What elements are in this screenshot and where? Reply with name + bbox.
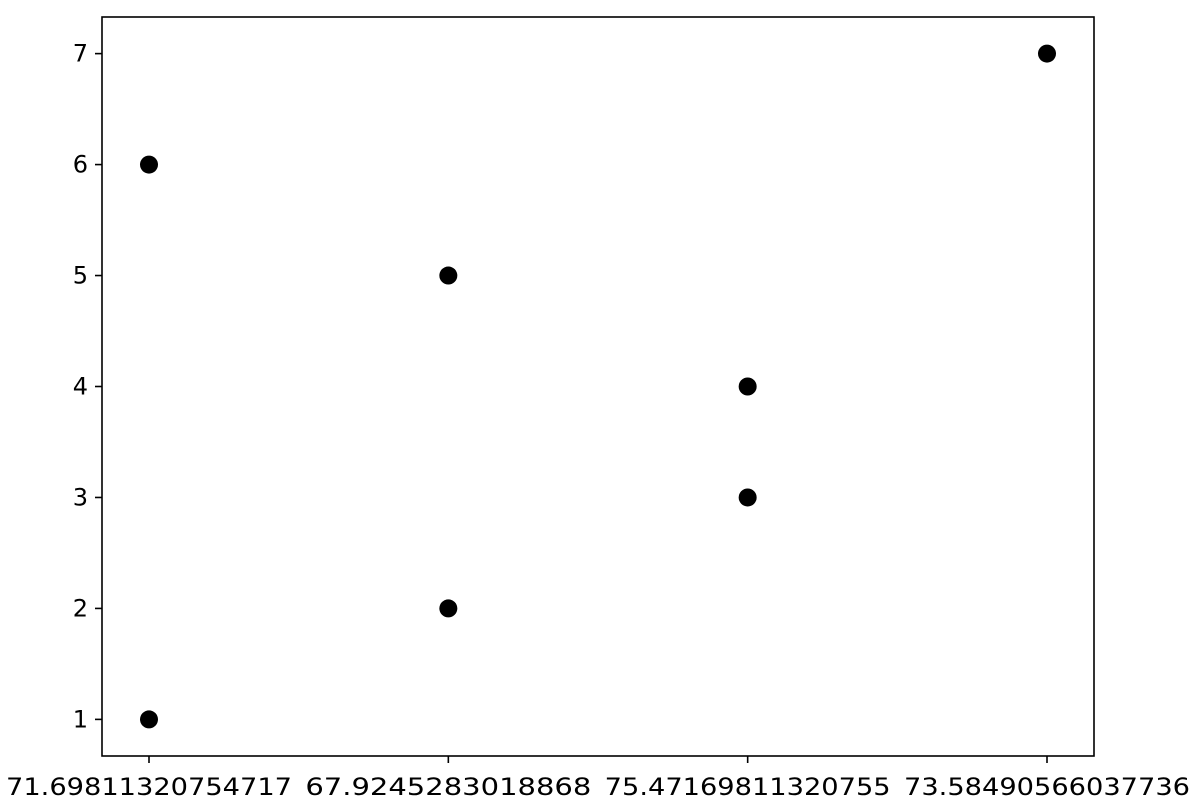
axes-frame bbox=[101, 16, 1095, 757]
data-points bbox=[140, 44, 1056, 729]
y-tick-label: 6 bbox=[73, 151, 88, 179]
scatter-point bbox=[439, 599, 458, 618]
y-tick-label: 4 bbox=[73, 373, 88, 401]
scatter-point bbox=[439, 266, 458, 285]
y-tick-label: 5 bbox=[73, 262, 88, 290]
x-tick-label: 75.47169811320755 bbox=[605, 773, 891, 801]
x-tick-label: 71.69811320754717 bbox=[6, 773, 292, 801]
y-axis-ticks: 1 2 3 4 5 6 7 bbox=[73, 40, 102, 733]
scatter-point bbox=[738, 488, 757, 507]
scatter-point bbox=[140, 155, 158, 174]
x-tick-label: 73.58490566037736 bbox=[904, 773, 1190, 801]
y-tick-label: 7 bbox=[73, 40, 88, 68]
y-tick-label: 2 bbox=[73, 594, 88, 622]
y-tick-label: 1 bbox=[73, 705, 88, 733]
x-tick-label: 67.9245283018868 bbox=[305, 773, 591, 801]
x-axis-ticks: 71.69811320754717 67.9245283018868 75.4716… bbox=[6, 756, 1190, 801]
scatter-point bbox=[738, 377, 757, 396]
y-tick-label: 3 bbox=[73, 483, 88, 511]
scatter-point bbox=[140, 710, 158, 729]
scatter-point bbox=[1038, 44, 1056, 63]
